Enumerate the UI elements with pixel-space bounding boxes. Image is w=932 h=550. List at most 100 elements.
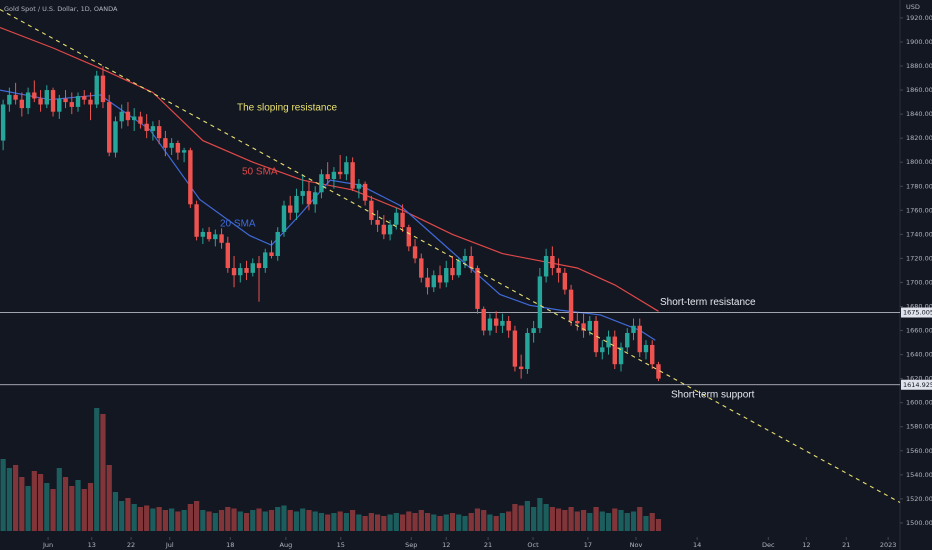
x-tick-label: Nov [630,541,643,549]
volume-bar [462,516,468,531]
volume-bar [381,516,387,531]
volume-bar [574,511,580,531]
candle-body [650,344,655,365]
y-tick-label: 1720.000 [906,254,932,262]
candle-body [0,104,6,141]
y-tick-label: 1780.000 [906,182,932,190]
candle-body [587,320,593,331]
candle-body [300,191,305,196]
volume-bar [37,474,44,531]
y-tick-label: 1560.000 [906,447,932,455]
volume-bar [431,514,437,531]
candle-body [294,195,299,213]
candle-body [312,192,318,205]
y-tick-label: 1580.000 [906,423,932,431]
volume-bar [25,486,31,531]
candle-body [356,183,362,189]
volume-bar [75,480,81,531]
x-tick-label: Jul [165,541,174,549]
sma-20-line [0,89,656,341]
candle-body [369,200,374,220]
annotation: 50 SMA [242,167,278,178]
candle-body [82,96,87,100]
candle-body [344,162,349,175]
candle-body [250,263,255,273]
x-tick-label: 17 [584,541,592,549]
annotation: 20 SMA [220,219,256,230]
volume-bar [287,510,293,531]
candle-body [231,268,237,276]
candle-body [57,98,62,112]
candle-body [556,268,561,273]
candle-body [525,332,530,370]
candle-body [169,142,174,148]
y-tick-label: 1880.000 [906,62,932,70]
volume-bar [293,511,300,531]
candle-body [50,90,56,112]
candle-body [575,320,580,324]
x-tick-label: 14 [693,541,701,549]
volume-bar [468,513,474,531]
volume-bar [418,510,424,531]
candle-body [7,94,12,105]
candle-body [269,252,274,257]
candle-body [512,330,518,367]
volume-bar [624,513,630,531]
candle-body [618,347,624,365]
y-tick-label: 1920.000 [906,14,932,22]
volume-bar [175,511,181,531]
candle-body [631,325,636,333]
volume-bar [531,507,537,531]
candle-body [475,268,480,309]
volume-bar [81,489,87,531]
volume-bar [181,510,187,531]
volume-bar [368,513,374,531]
candle-body [437,275,443,283]
candle-body [156,126,162,139]
volume-bar [562,510,568,531]
volume-bar [499,513,506,531]
x-tick-label: 22 [127,541,135,549]
candle-body [25,92,31,109]
volume-bar [343,513,349,531]
candle-body [194,204,199,237]
volume-bar [275,507,281,531]
candle-body [75,96,81,107]
volume-bar [649,513,655,531]
candle-body [244,268,249,273]
volume-bar [618,510,624,531]
candle-body [362,183,368,201]
volume-bar [150,508,156,531]
candle-body [643,344,649,353]
level-tag-label: 1675.005 [903,309,932,317]
candle-body [213,234,218,240]
annotation: The sloping resistance [237,103,337,114]
volume-bar [6,468,12,531]
candle-body [63,98,68,103]
x-tick-label: 18 [226,541,234,549]
volume-bar [0,459,6,531]
volume-bar [87,483,94,531]
candle-body [263,252,268,269]
y-tick-label: 1760.000 [906,206,932,214]
candle-body [656,364,661,379]
volume-bar [62,477,69,531]
candle-body [350,162,355,189]
volume-bar [268,510,275,531]
candle-body [600,347,605,353]
candle-body [406,227,412,247]
volume-bar [206,511,212,531]
volume-bar [549,507,555,531]
volume-bar [187,504,193,531]
candle-body [469,256,474,269]
x-tick-label: Sep [405,541,417,549]
volume-bar [69,486,75,531]
candle-body [225,242,231,269]
volume-bar [518,505,524,531]
volume-bar [593,507,599,531]
volume-bar [300,508,306,531]
volume-bar [243,513,250,531]
volume-bar [337,511,343,531]
candle-body [425,277,430,288]
